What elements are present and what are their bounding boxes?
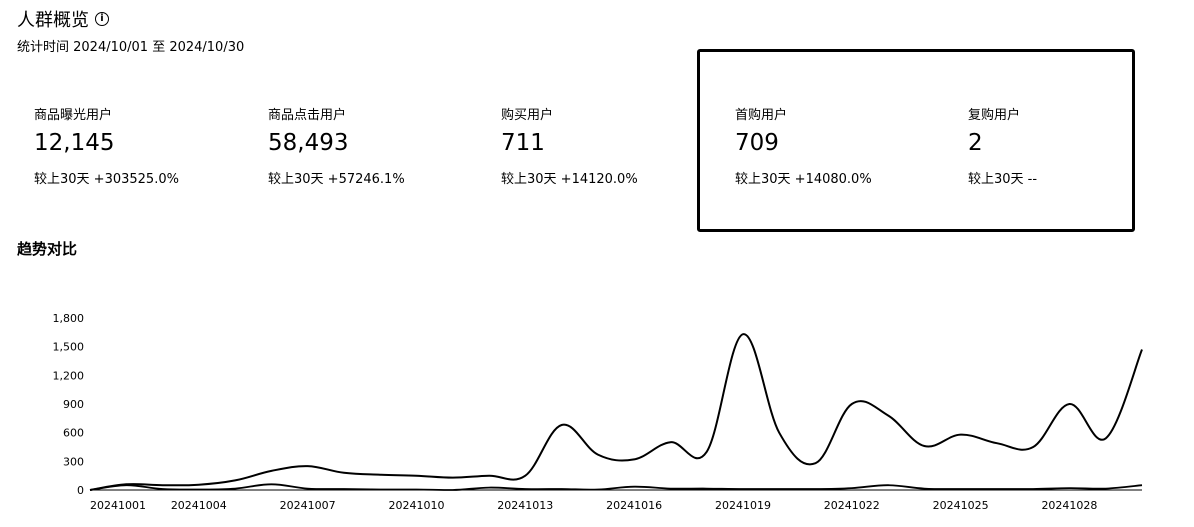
x-tick-label: 20241007 <box>280 499 336 512</box>
metric-label: 商品曝光用户 <box>34 108 113 123</box>
metric-label: 复购用户 <box>968 108 1021 123</box>
x-tick-label: 20241025 <box>933 499 989 512</box>
x-tick-label: 20241016 <box>606 499 662 512</box>
metric-label: 首购用户 <box>735 108 788 123</box>
metric-compare: 较上30天 +57246.1% <box>268 172 405 187</box>
trend-chart: 0 300 600 900 1,200 1,500 1,800 20241001 2024100… <box>53 312 1143 512</box>
x-tick-label: 20241013 <box>497 499 553 512</box>
metric-first-purchase-users: 首购用户 709 较上30天 +14080.0% <box>735 104 955 187</box>
y-tick-label: 0 <box>77 484 84 497</box>
y-tick-label: 1,800 <box>53 312 85 325</box>
page-title-text: 人群概览 <box>17 10 89 31</box>
metric-value: 12,145 <box>34 130 115 156</box>
y-tick-label: 900 <box>63 398 84 411</box>
y-tick-label: 600 <box>63 427 84 440</box>
series-line-0 <box>89 333 1143 491</box>
metric-label: 商品点击用户 <box>268 108 347 123</box>
trend-title: 趋势对比 <box>17 240 78 258</box>
series-line-1 <box>89 483 1143 491</box>
info-icon[interactable]: i <box>95 12 109 26</box>
metric-repurchase-users: 复购用户 2 较上30天 -- <box>968 104 1188 187</box>
x-tick-label: 20241010 <box>388 499 444 512</box>
x-tick-label: 20241022 <box>824 499 880 512</box>
metric-value: 2 <box>968 130 983 156</box>
metric-compare: 较上30天 +303525.0% <box>34 172 179 187</box>
metric-value: 711 <box>501 130 545 156</box>
metric-value: 709 <box>735 130 779 156</box>
x-tick-label: 20241001 <box>90 499 146 512</box>
x-tick-label: 20241004 <box>171 499 227 512</box>
stat-period: 统计时间 2024/10/01 至 2024/10/30 <box>17 40 245 55</box>
y-tick-label: 1,200 <box>53 369 85 382</box>
metric-purchase-users: 购买用户 711 较上30天 +14120.0% <box>501 104 721 187</box>
metric-value: 58,493 <box>268 130 349 156</box>
metric-compare: 较上30天 -- <box>968 172 1038 187</box>
metric-compare: 较上30天 +14080.0% <box>735 172 872 187</box>
metric-click-users: 商品点击用户 58,493 较上30天 +57246.1% <box>268 104 488 187</box>
x-tick-label: 20241028 <box>1041 499 1097 512</box>
page-title: 人群概览 i <box>17 6 109 32</box>
highlight-box <box>697 49 1135 232</box>
y-tick-label: 300 <box>63 455 84 468</box>
metric-compare: 较上30天 +14120.0% <box>501 172 638 187</box>
metric-exposure-users: 商品曝光用户 12,145 较上30天 +303525.0% <box>34 104 254 187</box>
y-tick-label: 1,500 <box>53 341 85 354</box>
metric-label: 购买用户 <box>501 108 554 123</box>
x-tick-label: 20241019 <box>715 499 771 512</box>
